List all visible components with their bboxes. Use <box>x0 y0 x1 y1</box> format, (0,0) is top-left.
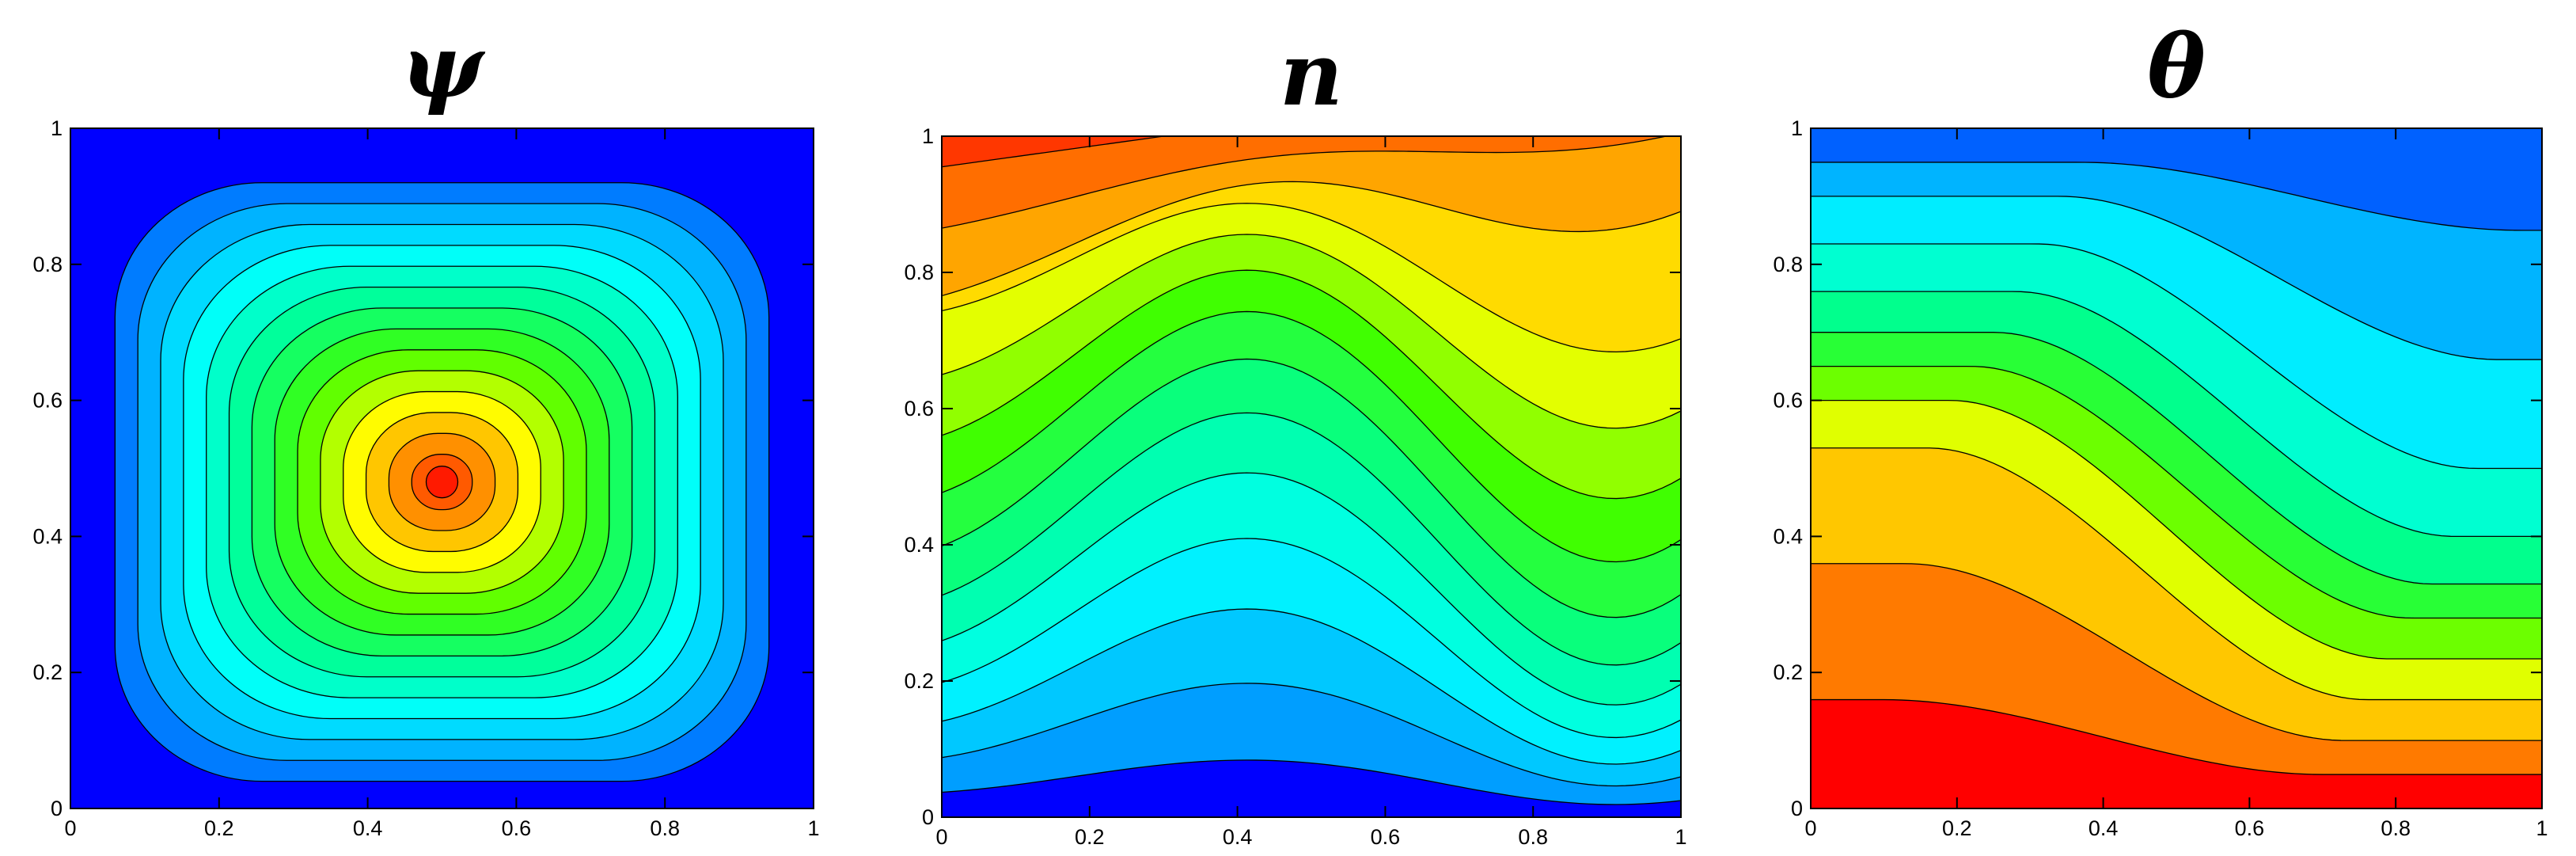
y-tick-label: 0 <box>51 797 63 820</box>
y-tick-label: 0 <box>922 805 934 829</box>
y-tick-label: 0.8 <box>1773 253 1803 276</box>
x-tick-label: 0 <box>64 816 76 840</box>
x-tick-label: 1 <box>1675 825 1686 849</box>
x-tick-label: 1 <box>2536 816 2548 840</box>
y-tick-label: 1 <box>51 116 63 140</box>
plot-frame <box>70 127 814 809</box>
x-tick-label: 0.8 <box>1518 825 1548 849</box>
contour-field <box>1811 128 2542 808</box>
panel-title: θ <box>2147 15 2205 117</box>
x-tick-label: 0.6 <box>2235 816 2265 840</box>
contour-band <box>425 466 459 499</box>
y-tick-label: 0.8 <box>32 253 63 276</box>
y-tick-label: 0.2 <box>1773 660 1803 684</box>
x-tick-label: 0.6 <box>502 816 532 840</box>
plot-frame <box>941 135 1682 818</box>
y-tick-label: 0.6 <box>904 397 934 420</box>
panel-title: ψ <box>401 15 486 117</box>
x-tick-label: 1 <box>807 816 819 840</box>
plot-frame <box>1810 127 2543 809</box>
y-tick-label: 0.2 <box>904 669 934 693</box>
x-tick-label: 0.6 <box>1371 825 1401 849</box>
y-tick-label: 0.6 <box>32 389 63 413</box>
x-tick-label: 0.8 <box>650 816 680 840</box>
x-tick-label: 0.4 <box>1223 825 1253 849</box>
x-tick-label: 0.2 <box>1942 816 1972 840</box>
y-tick-label: 1 <box>922 124 934 148</box>
contour-band <box>1811 128 2542 231</box>
x-tick-label: 0.4 <box>2088 816 2119 840</box>
x-tick-label: 0.2 <box>204 816 234 840</box>
y-tick-label: 0.6 <box>1773 389 1803 413</box>
y-tick-label: 1 <box>1791 116 1803 140</box>
x-tick-label: 0 <box>935 825 947 849</box>
y-tick-label: 0 <box>1791 797 1803 820</box>
contour-field <box>942 136 1681 817</box>
contour-field <box>70 128 814 808</box>
y-tick-label: 0.4 <box>904 533 934 557</box>
y-tick-label: 0.4 <box>1773 524 1803 548</box>
x-tick-label: 0.4 <box>353 816 383 840</box>
contour-band <box>942 136 1167 168</box>
y-tick-label: 0.4 <box>32 524 63 548</box>
x-tick-label: 0.2 <box>1075 825 1105 849</box>
contour-band <box>942 136 1669 229</box>
x-tick-label: 0 <box>1804 816 1816 840</box>
y-tick-label: 0.8 <box>904 261 934 284</box>
x-tick-label: 0.8 <box>2381 816 2411 840</box>
y-tick-label: 0.2 <box>32 660 63 684</box>
panel-title: n <box>1280 23 1343 125</box>
